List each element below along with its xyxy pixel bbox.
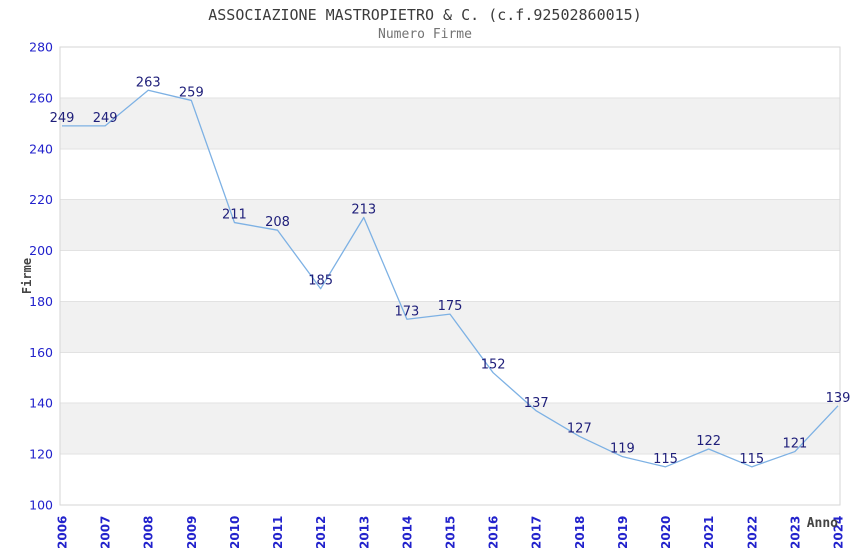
- chart-subtitle: Numero Firme: [378, 27, 472, 42]
- x-tick-label: 2023: [788, 516, 802, 549]
- data-label: 175: [438, 299, 463, 314]
- y-tick-label: 160: [29, 345, 53, 360]
- y-tick-label: 180: [29, 294, 53, 309]
- data-label: 259: [179, 85, 204, 100]
- row-band: [60, 403, 840, 455]
- x-tick-label: 2008: [142, 516, 156, 549]
- data-label: 211: [222, 208, 247, 223]
- data-label: 122: [696, 434, 721, 449]
- x-tick-label: 2024: [832, 516, 846, 549]
- x-tick-label: 2007: [99, 516, 113, 549]
- data-label: 137: [524, 396, 549, 411]
- x-tick-label: 2018: [573, 516, 587, 549]
- x-tick-label: 2019: [616, 516, 630, 549]
- x-tick-label: 2006: [56, 516, 70, 549]
- data-label: 115: [739, 452, 764, 467]
- data-line: [62, 89, 839, 468]
- data-label: 127: [567, 421, 592, 436]
- x-tick-label: 2020: [659, 516, 673, 549]
- data-label: 249: [93, 111, 118, 126]
- y-tick-label: 260: [29, 90, 53, 105]
- row-band: [60, 301, 840, 353]
- y-tick-label: 220: [29, 192, 53, 207]
- y-tick-label: 280: [29, 40, 53, 55]
- y-tick-label: 100: [29, 498, 53, 513]
- data-label: 185: [308, 274, 333, 289]
- x-tick-label: 2021: [702, 516, 716, 549]
- x-tick-label: 2014: [400, 516, 414, 549]
- x-tick-label: 2016: [487, 516, 501, 549]
- data-label: 263: [136, 75, 161, 90]
- data-label: 173: [394, 304, 419, 319]
- x-tick-label: 2010: [228, 516, 242, 549]
- data-label: 213: [351, 202, 376, 217]
- y-tick-label: 240: [29, 141, 53, 156]
- x-tick-label: 2022: [745, 516, 759, 549]
- x-tick-label: 2015: [444, 516, 458, 549]
- data-label: 119: [610, 442, 635, 457]
- row-band: [60, 97, 840, 149]
- x-axis-title: Anno: [807, 516, 838, 531]
- y-tick-label: 120: [29, 447, 53, 462]
- data-label: 121: [782, 437, 807, 452]
- y-tick-label: 140: [29, 396, 53, 411]
- x-tick-label: 2012: [314, 516, 328, 549]
- data-label: 249: [50, 111, 75, 126]
- data-label: 152: [481, 358, 506, 373]
- chart-title: ASSOCIAZIONE MASTROPIETRO & C. (c.f.9250…: [208, 6, 642, 24]
- plot-area: [59, 46, 841, 506]
- x-tick-label: 2011: [271, 516, 285, 549]
- data-label: 115: [653, 452, 678, 467]
- data-label: 139: [826, 391, 850, 406]
- x-tick-label: 2017: [530, 516, 544, 549]
- data-label: 208: [265, 215, 290, 230]
- x-tick-label: 2013: [357, 516, 371, 549]
- y-axis-title: Firme: [20, 258, 34, 294]
- y-tick-label: 200: [29, 243, 53, 258]
- row-band: [60, 199, 840, 251]
- x-tick-label: 2009: [185, 516, 199, 549]
